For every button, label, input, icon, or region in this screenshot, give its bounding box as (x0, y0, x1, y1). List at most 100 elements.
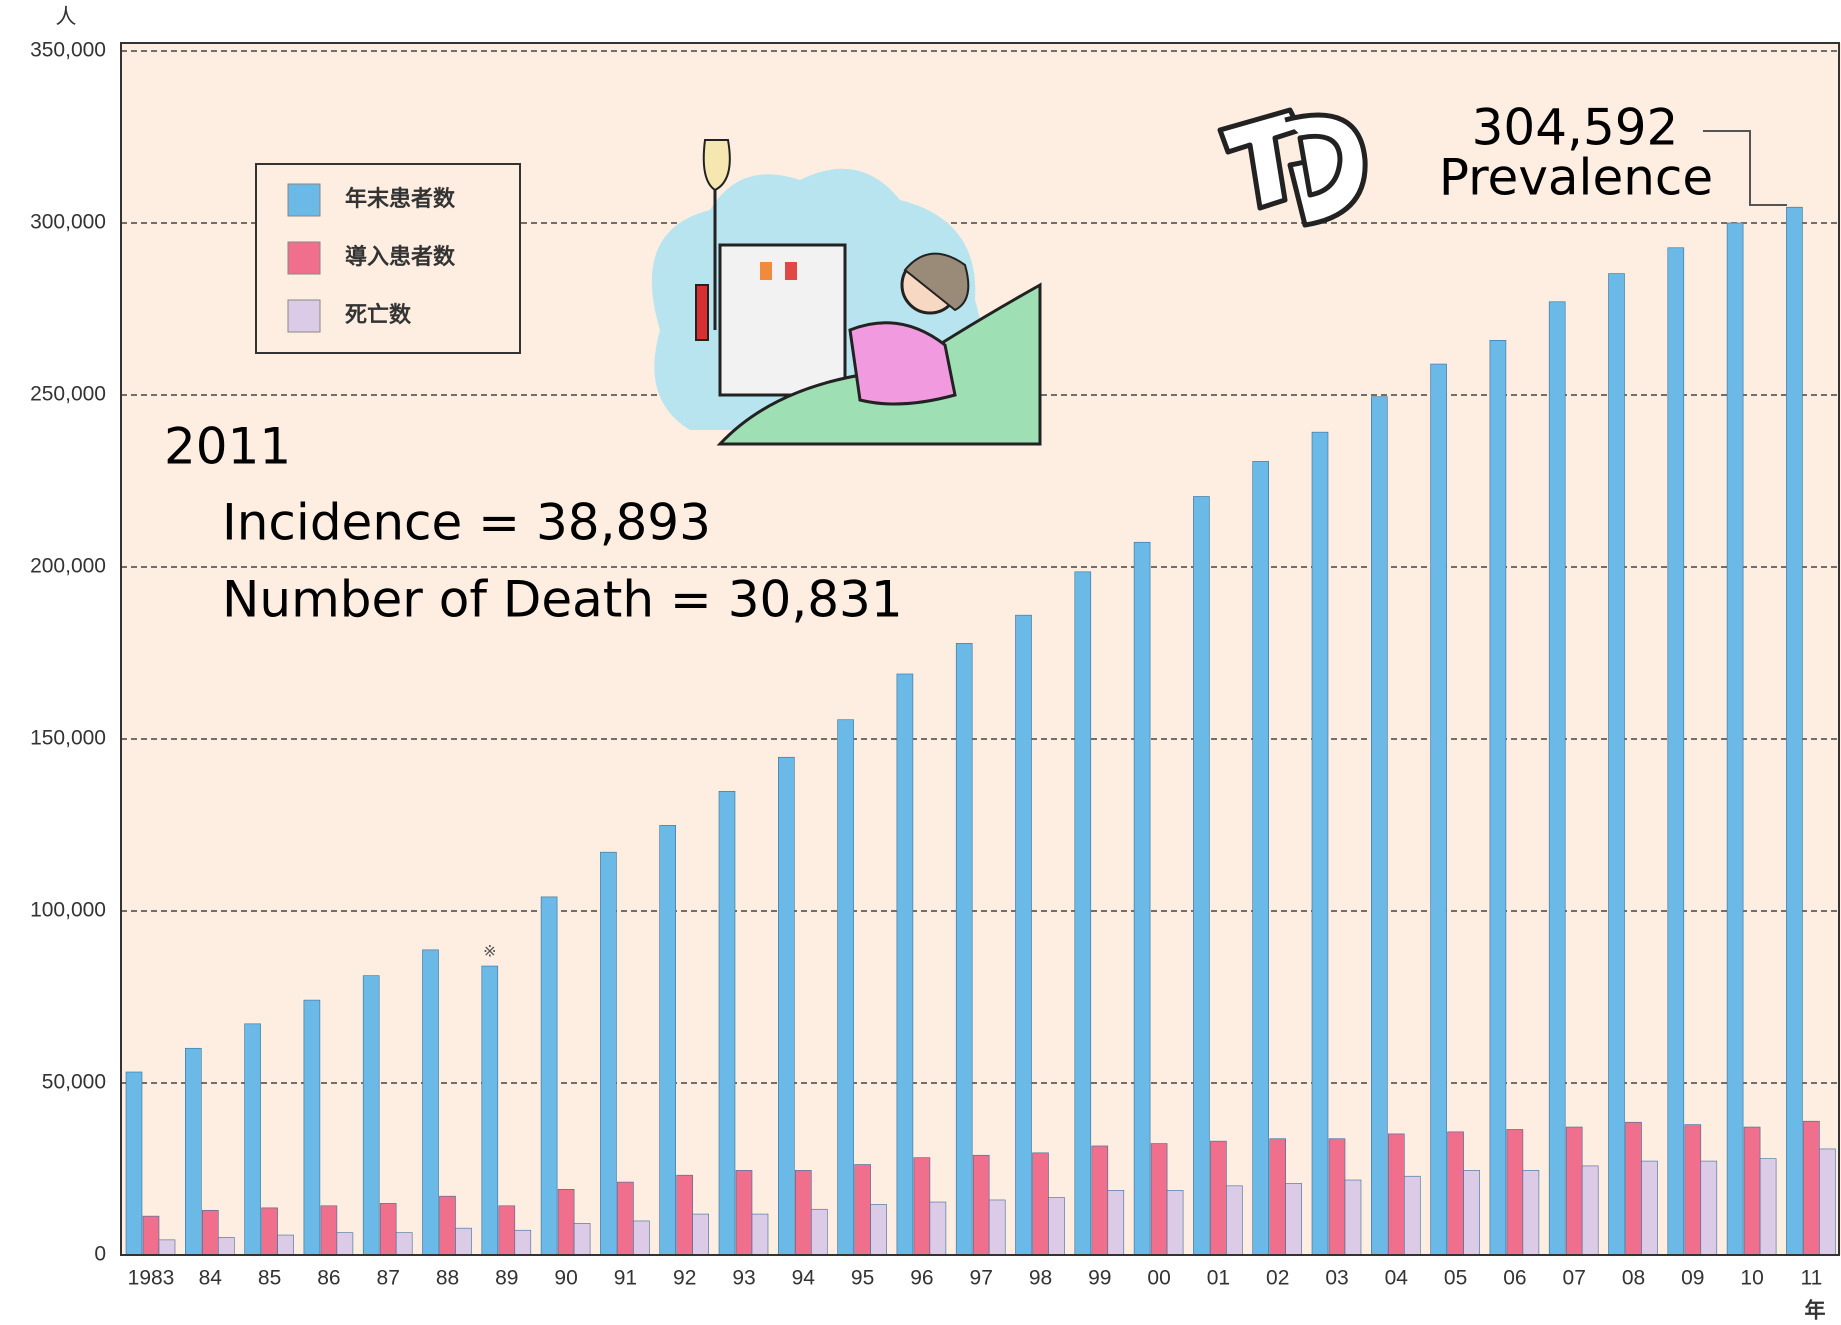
bar (718, 790, 736, 1256)
y-tick-label: 0 (94, 1243, 106, 1266)
bar (1819, 1148, 1836, 1256)
y-tick-label: 100,000 (30, 899, 106, 922)
leader-line (1703, 130, 1787, 206)
bar (1226, 1185, 1243, 1256)
x-tick-label: 92 (673, 1267, 696, 1290)
y-tick-label: 350,000 (30, 39, 106, 62)
bar (1463, 1170, 1480, 1256)
x-tick-label: 96 (910, 1267, 933, 1290)
x-tick-label: 90 (554, 1267, 577, 1290)
y-unit: 人 (56, 6, 77, 29)
x-tick-label: 04 (1385, 1267, 1409, 1290)
note-mark: ※ (483, 943, 496, 960)
bar (439, 1195, 456, 1256)
x-tick-label: 00 (1147, 1267, 1170, 1290)
x-tick-label: 87 (377, 1267, 400, 1290)
legend-label: 年末患者数 (345, 186, 456, 211)
bar (1447, 1131, 1464, 1256)
bar (794, 1170, 812, 1256)
annotation-prevalence-label: Prevalence (1439, 149, 1713, 207)
bar (1015, 614, 1032, 1256)
bar (1311, 431, 1329, 1256)
machine (718, 243, 847, 397)
x-tick-label: 03 (1325, 1267, 1348, 1290)
y-tick-label: 200,000 (30, 555, 106, 578)
x-tick-label: 88 (436, 1267, 459, 1290)
annotation-year: 2011 (164, 418, 291, 476)
bar (1759, 1158, 1777, 1256)
bar (1269, 1138, 1286, 1256)
bar (498, 1205, 516, 1256)
x-tick-label: 85 (258, 1267, 281, 1290)
bar (1548, 301, 1566, 1256)
x-tick-label: 11 (1800, 1267, 1822, 1290)
x-tick-label: 06 (1503, 1267, 1526, 1290)
bar (1107, 1190, 1125, 1256)
bar (1048, 1197, 1065, 1256)
legend-swatch (287, 241, 321, 275)
bar (1252, 461, 1269, 1256)
bar (837, 719, 854, 1256)
bar (422, 949, 439, 1256)
bar (261, 1207, 278, 1256)
x-tick-label: 07 (1563, 1267, 1586, 1290)
bar (455, 1227, 472, 1256)
bar (1032, 1152, 1049, 1256)
bar (125, 1071, 143, 1256)
legend-label: 死亡数 (345, 302, 412, 327)
bar (1489, 340, 1507, 1256)
bar (676, 1174, 694, 1256)
bar (142, 1215, 160, 1256)
bar (1166, 1190, 1184, 1256)
bar (514, 1229, 532, 1256)
bar (320, 1205, 338, 1256)
bar (1506, 1129, 1524, 1256)
bar (810, 1208, 828, 1256)
bar (777, 756, 795, 1256)
bar (1074, 571, 1092, 1256)
plot-frame (120, 42, 1840, 1256)
x-tick-label: 91 (614, 1267, 637, 1290)
bar (1700, 1160, 1718, 1256)
bar (633, 1220, 650, 1256)
bar (379, 1203, 397, 1256)
bar (870, 1204, 887, 1256)
bar (955, 643, 973, 1256)
bar (735, 1170, 753, 1256)
bar (617, 1181, 634, 1256)
bar (244, 1023, 261, 1256)
bar (1565, 1126, 1583, 1256)
bar (1641, 1160, 1658, 1256)
bar (659, 825, 677, 1256)
x-tick-label: 84 (199, 1267, 223, 1290)
bar (988, 1199, 1006, 1256)
bar (1388, 1133, 1405, 1256)
bar (1091, 1145, 1109, 1256)
x-tick-label: 01 (1207, 1267, 1230, 1290)
bar (1285, 1183, 1302, 1256)
bar (1667, 247, 1685, 1256)
bar (481, 965, 499, 1256)
bar (336, 1232, 354, 1256)
bar (1608, 273, 1625, 1256)
x-tick-label: 08 (1622, 1267, 1645, 1290)
bar (1150, 1143, 1168, 1256)
bar (1803, 1120, 1820, 1256)
y-tick-label: 250,000 (30, 383, 106, 406)
bar (1344, 1179, 1362, 1256)
bar (185, 1047, 202, 1256)
x-tick-label: 94 (792, 1267, 816, 1290)
x-tick-label: 05 (1444, 1267, 1467, 1290)
bar (1581, 1165, 1599, 1256)
x-tick-label: 89 (495, 1267, 518, 1290)
bar (1371, 396, 1388, 1256)
bar (202, 1209, 219, 1256)
logo (1217, 107, 1368, 228)
y-tick-label: 300,000 (30, 211, 106, 234)
bar (854, 1164, 871, 1256)
bar (751, 1213, 769, 1256)
bar (158, 1239, 176, 1256)
bar (1684, 1124, 1702, 1256)
